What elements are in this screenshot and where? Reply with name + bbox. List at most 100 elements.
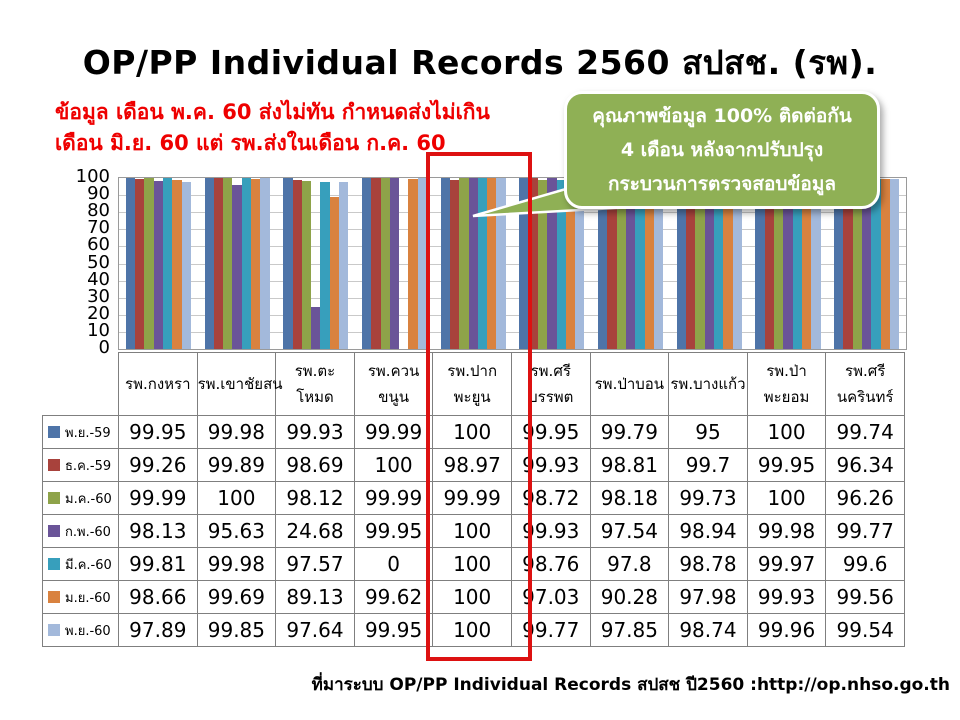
table-cell: 99.81 xyxy=(118,547,198,581)
table-cell: 99.98 xyxy=(196,415,277,449)
table-cell: 99.77 xyxy=(510,613,591,647)
row-label: ก.พ.-60 xyxy=(42,514,119,548)
bar xyxy=(477,178,488,349)
gridline xyxy=(119,314,906,316)
table-cell: 98.72 xyxy=(510,481,591,515)
legend-swatch xyxy=(48,623,60,636)
bar xyxy=(232,185,242,349)
bar xyxy=(496,178,506,349)
bar xyxy=(644,194,654,349)
bar xyxy=(329,196,339,349)
gridline xyxy=(119,263,906,265)
callout-quality-note: คุณภาพข้อมูล 100% ติดต่อกัน 4 เดือน หลัง… xyxy=(564,91,880,209)
bar xyxy=(223,178,233,349)
bar xyxy=(417,178,427,349)
table-cell: 99.79 xyxy=(589,415,670,449)
gridline xyxy=(119,246,906,248)
table-cell: 98.78 xyxy=(668,547,748,581)
table-cell: 96.34 xyxy=(825,448,905,482)
table-cell: 89.13 xyxy=(275,580,355,614)
bar xyxy=(213,178,224,349)
bar xyxy=(339,182,349,349)
table-cell: 99.89 xyxy=(196,448,277,482)
table-header-cell: รพ.ศรี นครินทร์ xyxy=(825,352,905,416)
bar xyxy=(449,179,460,349)
table-row: มี.ค.-60 99.81 99.98 97.57 0 100 98.76 97.8 98.7… xyxy=(42,547,905,581)
bar xyxy=(547,178,557,349)
table-cell: 99.73 xyxy=(668,481,748,515)
bar-group xyxy=(119,178,198,349)
table-cell: 100 xyxy=(432,580,512,614)
y-axis-label: 60 xyxy=(87,234,110,256)
table-cell: 24.68 xyxy=(275,514,355,548)
bar xyxy=(283,178,293,349)
table-cell: 99.77 xyxy=(825,514,905,548)
table-cell: 95.63 xyxy=(196,514,277,548)
table-cell: 98.18 xyxy=(589,481,670,515)
data-table: รพ.กงหรา รพ.เขาชัยสน รพ.ตะโหมด รพ.ควน ขนูนร… xyxy=(42,352,905,647)
bar-group xyxy=(276,178,355,349)
table-cell: 100 xyxy=(432,613,512,647)
table-cell: 99.93 xyxy=(746,580,827,614)
table-cell: 99.99 xyxy=(432,481,512,515)
bar-group xyxy=(434,178,513,349)
bar xyxy=(380,178,390,349)
table-cell: 99.96 xyxy=(746,613,827,647)
table-cell: 96.26 xyxy=(825,481,905,515)
table-row: พ.ย.-60 97.89 99.85 97.64 99.95 100 99.77 97.85… xyxy=(42,613,905,647)
bar xyxy=(459,178,469,349)
page-title: OP/PP Individual Records 2560 สปสช. (รพ)… xyxy=(82,43,878,82)
annotation-line-1: ข้อมูล เดือน พ.ค. 60 ส่งไม่ทัน กำหนดส่งไ… xyxy=(55,100,490,124)
legend-label: พ.ย.-59 xyxy=(65,425,111,441)
table-cell: 99.95 xyxy=(353,613,434,647)
bar xyxy=(616,181,626,349)
bar xyxy=(371,178,381,349)
bar xyxy=(487,178,497,349)
bar xyxy=(153,181,163,349)
bar xyxy=(723,181,733,349)
bar xyxy=(889,178,900,349)
table-cell: 98.12 xyxy=(275,481,355,515)
bar xyxy=(635,181,645,349)
table-row: ม.ย.-60 98.66 99.69 89.13 99.62 100 97.03 90.28… xyxy=(42,580,905,614)
bar-group xyxy=(827,178,906,349)
table-cell: 100 xyxy=(432,547,512,581)
table-cell: 99.74 xyxy=(825,415,905,449)
y-axis-label: 80 xyxy=(87,200,110,222)
bar xyxy=(704,179,714,349)
bar-group xyxy=(591,178,670,349)
bar-groups xyxy=(119,178,906,349)
bar-group xyxy=(355,178,434,349)
table-cell: 97.54 xyxy=(589,514,670,548)
bar xyxy=(774,178,784,349)
bar xyxy=(811,178,821,349)
bar xyxy=(783,178,793,349)
table-cell: 100 xyxy=(746,415,827,449)
bar xyxy=(301,181,312,349)
bar xyxy=(181,181,191,349)
table-cell: 99.69 xyxy=(196,580,277,614)
row-label: ม.ย.-60 xyxy=(42,580,119,614)
bar-group xyxy=(670,178,749,349)
annotation-late-submission: ข้อมูล เดือน พ.ค. 60 ส่งไม่ทัน กำหนดส่งไ… xyxy=(55,97,490,159)
table-cell: 99.95 xyxy=(353,514,434,548)
y-axis-label: 0 xyxy=(98,337,110,358)
y-axis-label: 30 xyxy=(87,285,110,307)
bar xyxy=(172,180,182,349)
row-label: พ.ย.-60 xyxy=(42,613,119,647)
table-corner-blank xyxy=(43,353,119,416)
legend-label: ม.ค.-60 xyxy=(65,491,112,507)
table-cell: 99.85 xyxy=(196,613,277,647)
row-label: พ.ย.-59 xyxy=(42,415,119,449)
y-axis-label: 100 xyxy=(75,166,110,187)
legend-swatch xyxy=(48,491,60,504)
table-cell: 100 xyxy=(353,448,434,482)
y-axis-label: 90 xyxy=(87,183,110,205)
bar xyxy=(676,186,687,349)
legend-label: ม.ย.-60 xyxy=(65,590,111,606)
legend-swatch xyxy=(48,590,60,603)
bar xyxy=(320,182,330,349)
bar xyxy=(713,180,724,349)
bar xyxy=(292,180,302,349)
